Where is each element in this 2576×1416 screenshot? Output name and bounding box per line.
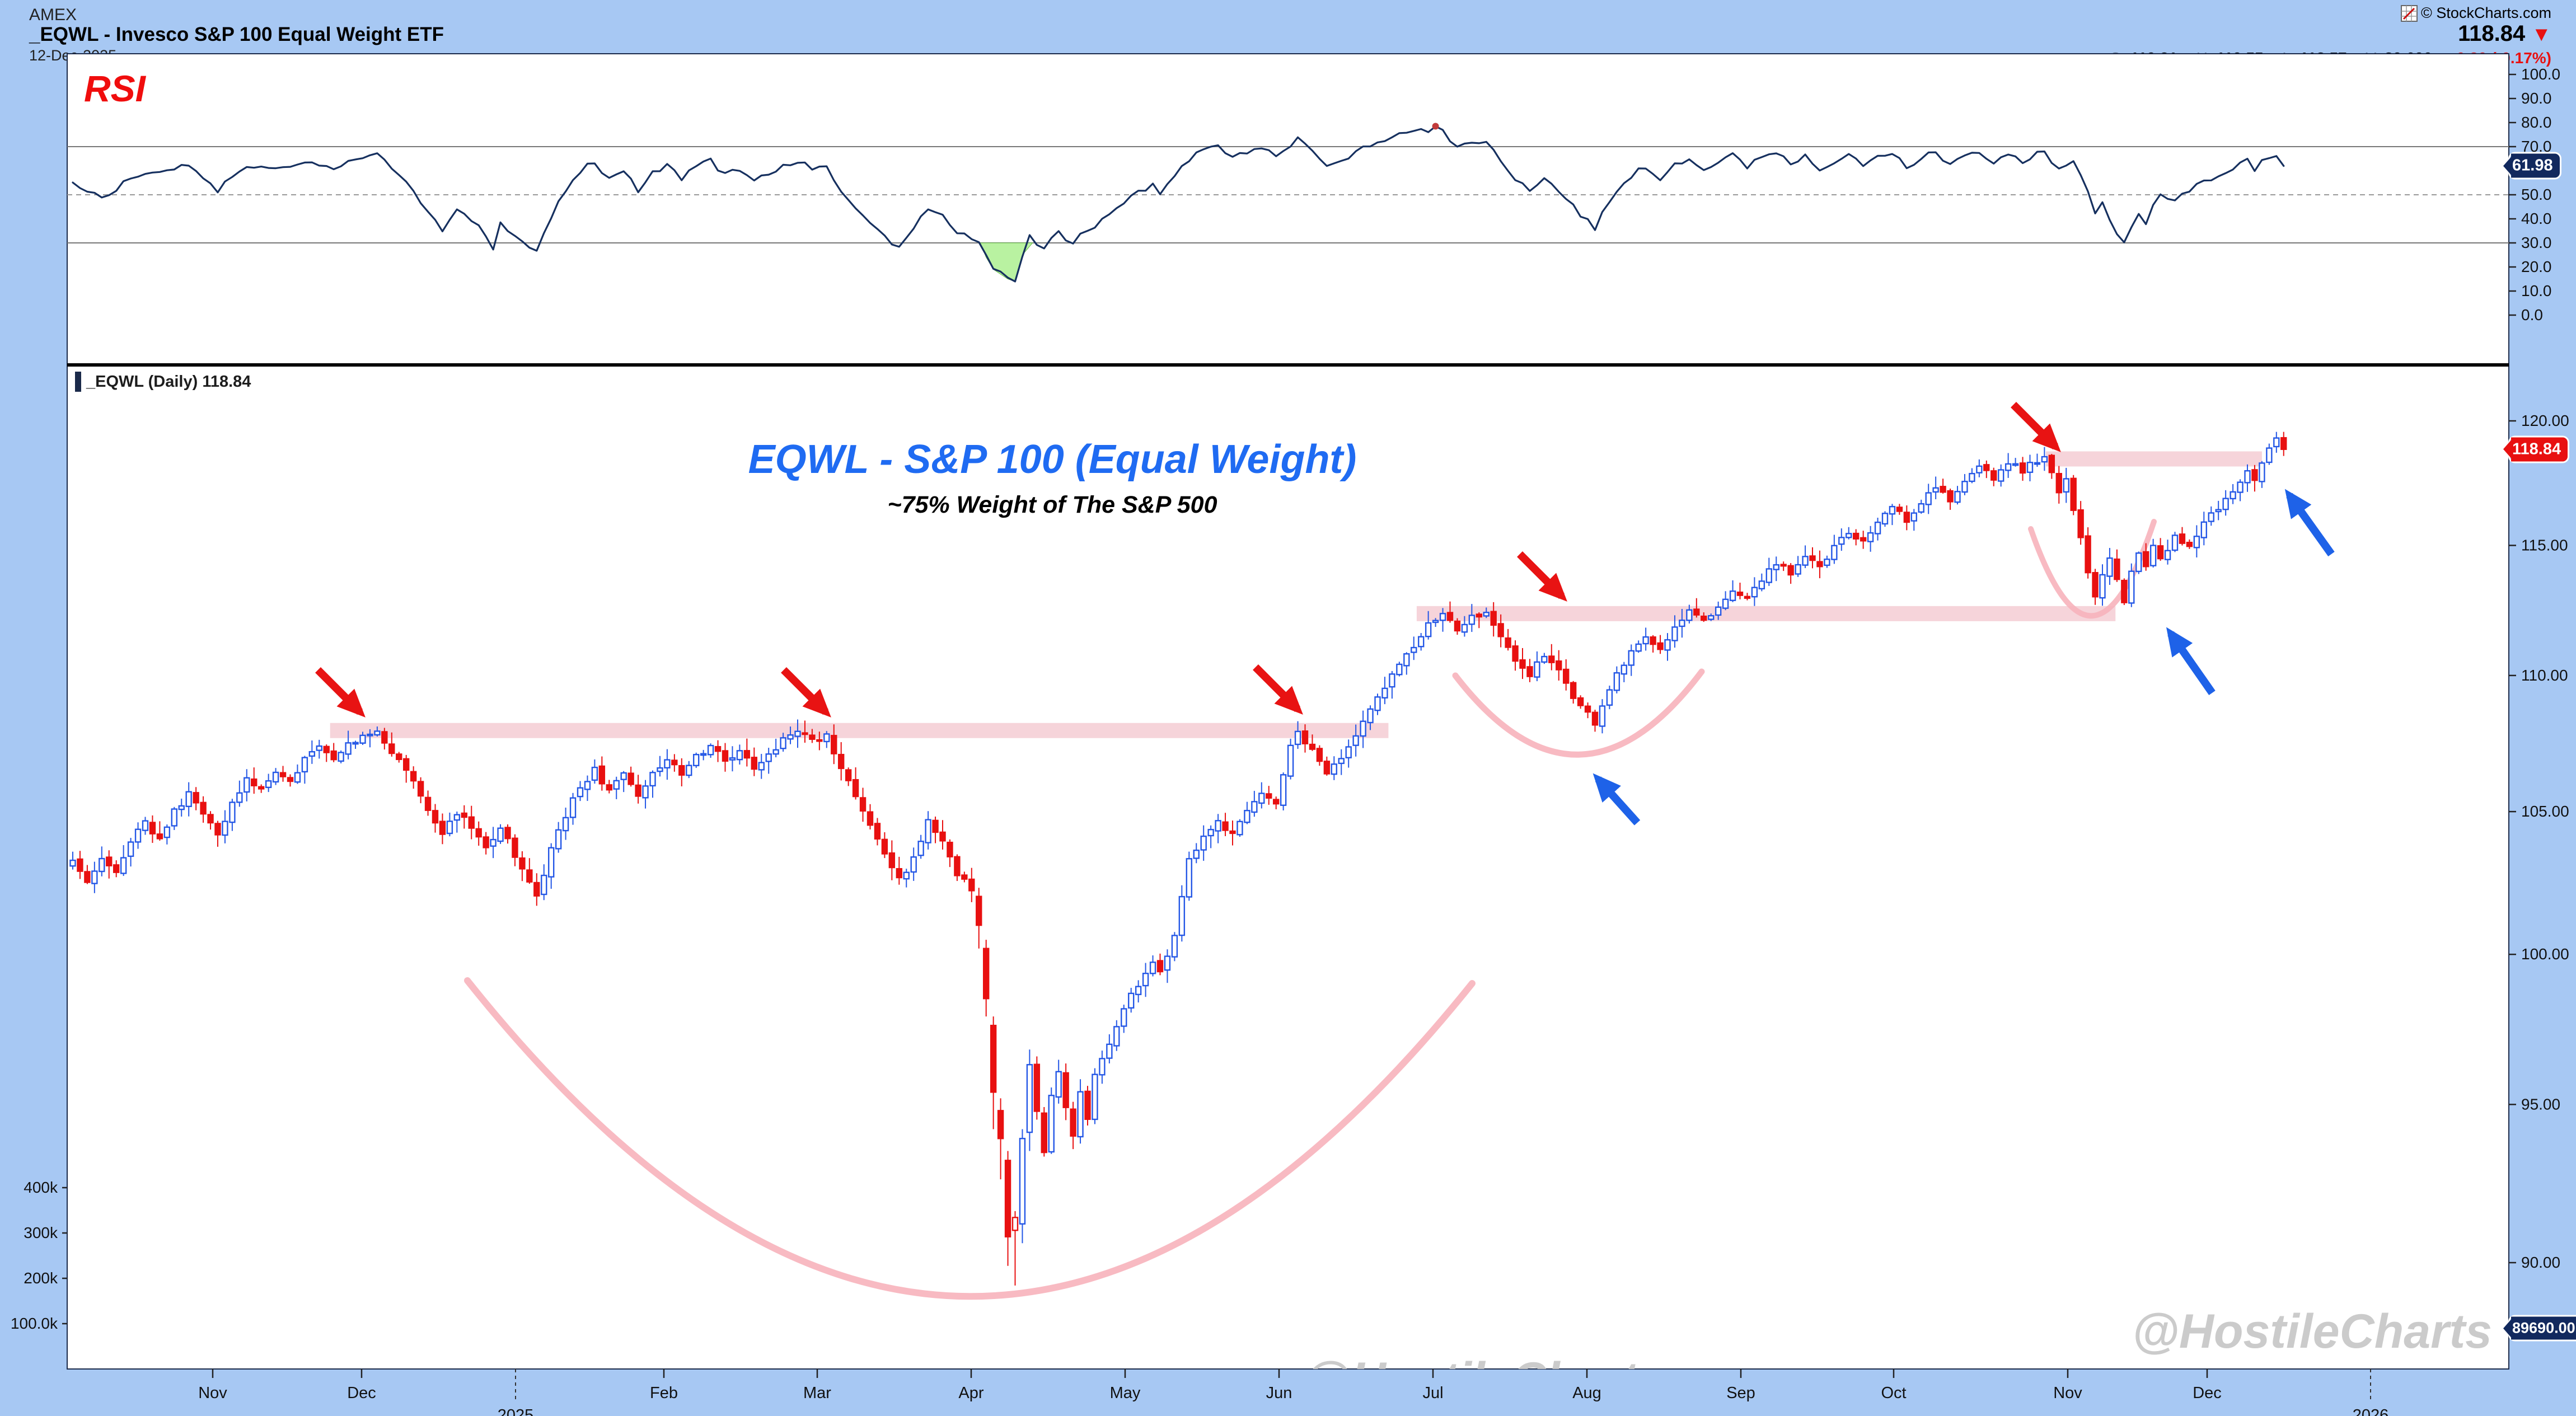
svg-text:400k: 400k: [24, 1179, 58, 1196]
annotation-subtitle: ~75% Weight of The S&P 500: [887, 491, 1217, 518]
down-triangle-icon: ▼: [2531, 22, 2551, 45]
svg-text:Sep: Sep: [1726, 1384, 1755, 1402]
svg-text:2026: 2026: [2353, 1406, 2389, 1416]
svg-text:30.0: 30.0: [2521, 234, 2552, 251]
svg-text:Mar: Mar: [803, 1384, 831, 1402]
svg-text:80.0: 80.0: [2521, 114, 2552, 131]
watermark-hostilecharts-2: @HostileCharts: [1304, 1352, 1640, 1369]
svg-text:200k: 200k: [24, 1269, 58, 1287]
rsi-value-tag: 61.98: [2503, 153, 2560, 178]
last-price-header: 118.84 ▼: [2458, 21, 2551, 46]
svg-text:Dec: Dec: [2193, 1384, 2222, 1402]
symbol-title: _EQWL - Invesco S&P 100 Equal Weight ETF: [29, 24, 444, 45]
svg-text:Aug: Aug: [1572, 1384, 1601, 1402]
svg-text:50.0: 50.0: [2521, 186, 2552, 203]
copyright: © StockCharts.com: [2401, 4, 2551, 22]
svg-text:95.00: 95.00: [2521, 1095, 2560, 1113]
svg-text:90.0: 90.0: [2521, 90, 2552, 107]
svg-text:100.0k: 100.0k: [11, 1315, 58, 1332]
svg-text:100.00: 100.00: [2521, 945, 2569, 963]
svg-text:90.00: 90.00: [2521, 1254, 2560, 1271]
watermark-hostilecharts: @HostileCharts: [2132, 1305, 2492, 1358]
svg-text:110.00: 110.00: [2521, 667, 2568, 684]
last-price-tag: 118.84: [2503, 437, 2568, 462]
svg-text:Nov: Nov: [2053, 1384, 2082, 1402]
rsi-pane-label: RSI: [84, 68, 146, 109]
svg-text:300k: 300k: [24, 1224, 58, 1241]
svg-text:Dec: Dec: [347, 1384, 376, 1402]
copyright-text: © StockCharts.com: [2421, 4, 2551, 21]
annotation-title: EQWL - S&P 100 (Equal Weight): [748, 437, 1357, 482]
svg-text:115.00: 115.00: [2521, 537, 2568, 554]
svg-text:120.00: 120.00: [2521, 412, 2569, 429]
svg-text:10.0: 10.0: [2521, 282, 2552, 299]
svg-text:105.00: 105.00: [2521, 803, 2569, 820]
svg-text:Feb: Feb: [650, 1384, 678, 1402]
watermark-clipped-wrap: @HostileCharts: [1304, 1352, 1640, 1369]
legend-text: _EQWL (Daily) 118.84: [86, 372, 251, 391]
svg-text:May: May: [1110, 1384, 1141, 1402]
svg-text:40.0: 40.0: [2521, 210, 2552, 227]
last-price-value: 118.84: [2458, 21, 2526, 46]
svg-text:Jun: Jun: [1266, 1384, 1292, 1402]
svg-text:100.0: 100.0: [2521, 65, 2560, 83]
legend-marker: [75, 372, 81, 392]
svg-text:20.0: 20.0: [2521, 258, 2552, 275]
svg-text:70.0: 70.0: [2521, 138, 2552, 155]
tag-pointer: [2503, 440, 2511, 458]
price-legend: _EQWL (Daily) 118.84: [75, 372, 251, 392]
exchange-label: AMEX: [29, 6, 77, 24]
svg-text:0.0: 0.0: [2521, 306, 2543, 323]
last-volume-tag: 89690.00: [2503, 1316, 2576, 1340]
tag-pointer: [2503, 1319, 2511, 1338]
svg-text:Jul: Jul: [1422, 1384, 1443, 1402]
svg-text:Oct: Oct: [1881, 1384, 1906, 1402]
tag-pointer: [2503, 157, 2511, 175]
stockcharts-logo-icon: [2401, 4, 2418, 22]
svg-text:2025: 2025: [498, 1406, 534, 1416]
svg-text:Nov: Nov: [198, 1384, 227, 1402]
svg-text:Apr: Apr: [958, 1384, 983, 1402]
